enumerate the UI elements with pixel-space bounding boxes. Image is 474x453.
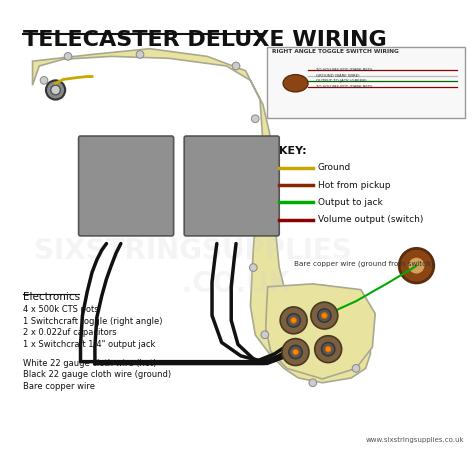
Text: Black 22 gauge cloth wire (ground): Black 22 gauge cloth wire (ground): [23, 370, 171, 379]
Text: 1 Switchcraft toggle (right angle): 1 Switchcraft toggle (right angle): [23, 317, 163, 326]
Circle shape: [287, 313, 301, 327]
Polygon shape: [33, 49, 370, 383]
Text: Bare copper wire (ground from switch): Bare copper wire (ground from switch): [293, 261, 433, 267]
Circle shape: [280, 307, 307, 334]
FancyBboxPatch shape: [267, 47, 465, 118]
Text: TELECASTER DELUXE WIRING: TELECASTER DELUXE WIRING: [23, 29, 387, 49]
Circle shape: [40, 77, 48, 84]
Text: TO VOLUME POT (DARK RED): TO VOLUME POT (DARK RED): [316, 68, 372, 72]
Text: White 22 gauge cloth wire (hot): White 22 gauge cloth wire (hot): [23, 359, 156, 368]
Circle shape: [261, 331, 269, 338]
Circle shape: [136, 51, 144, 58]
Circle shape: [311, 302, 338, 329]
Circle shape: [399, 248, 434, 283]
Circle shape: [291, 318, 297, 323]
Circle shape: [309, 379, 317, 386]
Circle shape: [282, 338, 309, 366]
Text: Volume output (switch): Volume output (switch): [318, 215, 423, 224]
Text: RIGHT ANGLE TOGGLE SWITCH WIRING: RIGHT ANGLE TOGGLE SWITCH WIRING: [272, 49, 398, 54]
Circle shape: [321, 313, 327, 318]
Circle shape: [51, 85, 60, 95]
Text: Ground: Ground: [318, 163, 351, 172]
FancyBboxPatch shape: [184, 136, 279, 236]
FancyBboxPatch shape: [79, 136, 173, 236]
Circle shape: [64, 53, 72, 60]
Circle shape: [249, 264, 257, 271]
Text: Bare copper wire: Bare copper wire: [23, 382, 95, 391]
Text: 4 x 500k CTS pots: 4 x 500k CTS pots: [23, 305, 99, 314]
Circle shape: [315, 336, 342, 362]
Polygon shape: [266, 284, 375, 379]
Circle shape: [325, 346, 331, 352]
Text: 1 x Switchcraft 1/4" output jack: 1 x Switchcraft 1/4" output jack: [23, 340, 155, 348]
Text: GROUND (BARE WIRE): GROUND (BARE WIRE): [316, 73, 359, 77]
Circle shape: [321, 342, 335, 356]
Text: KEY:: KEY:: [279, 146, 307, 156]
Circle shape: [292, 349, 299, 355]
Text: www.sixstringsupplies.co.uk: www.sixstringsupplies.co.uk: [366, 438, 465, 443]
Ellipse shape: [283, 75, 308, 92]
Circle shape: [251, 115, 259, 123]
Circle shape: [253, 192, 261, 199]
Text: TO VOLUME POT (DARK RED): TO VOLUME POT (DARK RED): [316, 85, 372, 89]
Circle shape: [408, 257, 425, 274]
Text: OUTPUT TO JACK (GREEN): OUTPUT TO JACK (GREEN): [316, 79, 366, 83]
Text: 2 x 0.022uf capacitors: 2 x 0.022uf capacitors: [23, 328, 117, 337]
Circle shape: [232, 62, 240, 70]
Circle shape: [352, 365, 360, 372]
Text: SIXSTRINGSUPPLIES
         .CO.UK: SIXSTRINGSUPPLIES .CO.UK: [34, 237, 352, 298]
Circle shape: [318, 309, 331, 322]
Circle shape: [289, 345, 302, 359]
Text: Output to jack: Output to jack: [318, 198, 383, 207]
Circle shape: [46, 80, 65, 100]
Text: Electronics: Electronics: [23, 292, 80, 302]
Text: Hot from pickup: Hot from pickup: [318, 180, 390, 189]
